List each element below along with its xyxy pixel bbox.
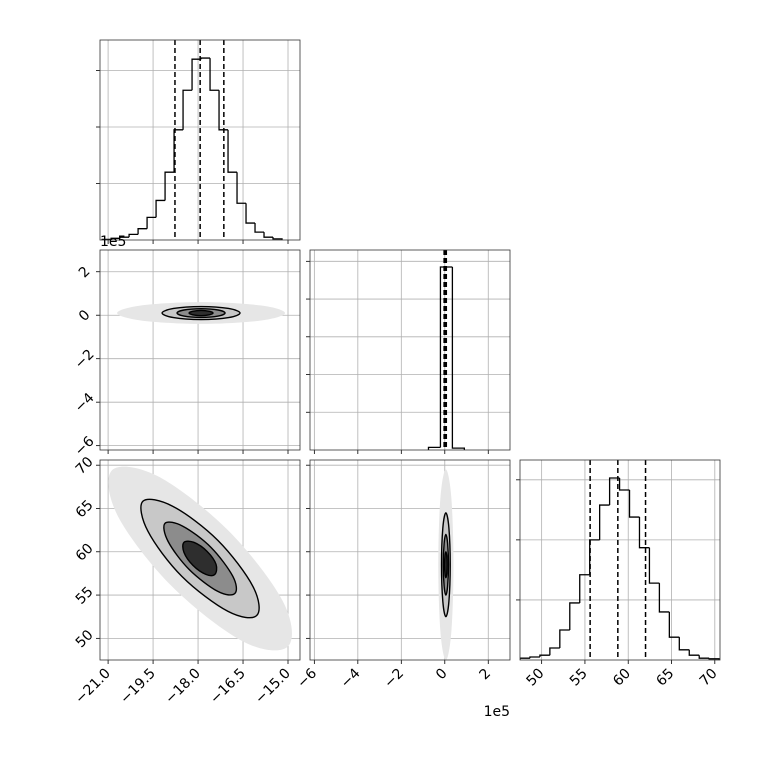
panel-frame <box>309 459 511 661</box>
histogram-bin <box>599 504 610 540</box>
y-tick-label: −4 <box>72 390 98 416</box>
y-tick-label: −2 <box>72 346 98 372</box>
y-tick-label: 60 <box>73 541 97 565</box>
histogram-bin <box>638 517 650 549</box>
y-tick-label: 65 <box>73 497 97 521</box>
panel: −6 −4 −2 0 2 1e5 <box>294 459 511 720</box>
plot-area <box>438 469 454 660</box>
plot-area <box>427 250 465 450</box>
plot-area <box>520 460 720 660</box>
histogram-bin <box>263 232 274 238</box>
panel-frame <box>309 249 511 451</box>
histogram-bin <box>628 490 640 518</box>
histogram-bin <box>173 129 184 173</box>
histogram-bin <box>529 656 540 659</box>
histogram-bin <box>245 203 256 224</box>
panel: 50 55 60 65 70 <box>516 459 721 690</box>
panel-frame <box>99 459 301 661</box>
x-tick-label: −2 <box>381 666 407 692</box>
histogram-bin <box>227 129 238 173</box>
x-tick-label: 55 <box>567 666 591 690</box>
y-tick-label: 0 <box>76 307 94 325</box>
histogram-bin <box>668 611 680 638</box>
y-tick-label: 2 <box>76 264 94 282</box>
panel-frame <box>519 459 721 661</box>
y-tick-label: 70 <box>73 454 97 478</box>
y-offset-label: 1e5 <box>100 234 126 250</box>
histogram-bin <box>164 171 175 201</box>
x-tick-label: 0 <box>433 666 451 684</box>
histogram-bin <box>439 266 453 448</box>
histogram-bin <box>218 90 229 131</box>
x-tick-label: −4 <box>338 665 364 691</box>
x-tick-label: 70 <box>697 666 721 690</box>
histogram-bin <box>155 199 166 218</box>
histogram-bin <box>648 547 660 584</box>
histogram-bin <box>579 574 590 603</box>
x-tick-label: −19.5 <box>117 666 159 708</box>
histogram-bin <box>200 57 211 60</box>
plot-area <box>108 466 292 651</box>
x-tick-label: 50 <box>524 666 548 690</box>
histogram-bin <box>191 58 202 91</box>
x-offset-label: 1e5 <box>484 704 510 720</box>
panel <box>306 249 511 454</box>
histogram-bin <box>608 477 620 506</box>
panel-frame <box>99 39 301 241</box>
histogram-bin <box>236 172 247 204</box>
x-tick-label: −18.0 <box>162 666 204 708</box>
y-tick-label: 55 <box>73 584 97 608</box>
histogram-bin <box>698 655 710 659</box>
histogram-bin <box>539 654 550 657</box>
histogram-bin <box>119 236 130 239</box>
histogram-bin <box>110 237 121 240</box>
histogram-bin <box>209 58 220 91</box>
x-tick-label: 65 <box>653 666 677 690</box>
histogram-bin <box>451 266 465 450</box>
x-tick-label: −21.0 <box>72 666 114 708</box>
histogram-bin <box>137 228 148 235</box>
x-tick-label: 2 <box>476 666 494 684</box>
x-tick-label: 60 <box>610 666 634 690</box>
plot-area <box>117 302 286 324</box>
histogram-bin <box>427 446 441 450</box>
histogram-bin <box>589 539 600 575</box>
histogram-bin <box>128 233 139 238</box>
contour <box>188 309 214 317</box>
y-tick-label: 50 <box>73 627 97 651</box>
contour <box>182 540 218 577</box>
contour <box>443 551 448 579</box>
histogram-bin <box>708 658 720 660</box>
histogram-bin <box>688 649 700 656</box>
histogram-bin <box>658 583 670 613</box>
panel: −21.0 −19.5 −18.0 −16.5 −15.0 50 55 60 65 70 <box>72 454 301 708</box>
histogram-bin <box>520 657 530 660</box>
histogram-bin <box>549 647 560 656</box>
histogram-bin <box>618 478 630 491</box>
plot-area <box>101 40 283 240</box>
histogram-bin <box>569 602 580 630</box>
x-tick-label: −16.5 <box>207 666 249 708</box>
x-tick-label: −15.0 <box>252 666 294 708</box>
x-tick-label: −6 <box>294 665 320 691</box>
histogram-bin <box>272 237 283 240</box>
histogram-bin <box>559 629 570 648</box>
panel-frame <box>99 249 301 451</box>
histogram-bin <box>182 89 193 130</box>
panel <box>96 39 301 244</box>
histogram-bin <box>146 216 157 229</box>
histogram-bin <box>678 637 690 651</box>
histogram-bin <box>254 223 265 233</box>
